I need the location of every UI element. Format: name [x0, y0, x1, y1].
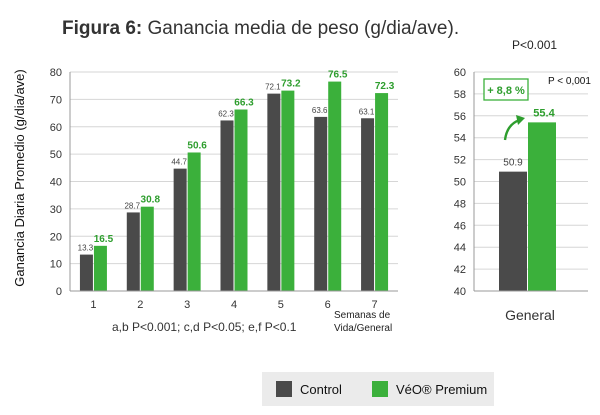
y-tick-label: 50	[454, 177, 466, 189]
bar-premium	[328, 81, 342, 291]
y-tick-label: 10	[50, 259, 62, 271]
y-tick-label: 58	[454, 89, 466, 101]
y-tick-label: 70	[50, 94, 62, 106]
data-label-control: 63.6	[312, 106, 328, 115]
y-tick-label: 42	[454, 264, 466, 276]
x-tick-label: 5	[278, 299, 284, 311]
bar-premium	[187, 152, 201, 291]
x-tick-label: 4	[231, 299, 237, 311]
x-tick-label: 2	[137, 299, 143, 311]
x-axis-label: Semanas de Vida/General	[334, 310, 392, 334]
bar-control	[126, 212, 140, 291]
y-tick-label: 0	[56, 286, 62, 298]
y-tick-label: 20	[50, 231, 62, 243]
y-tick-label: 40	[454, 286, 466, 298]
y-tick-label: 30	[50, 204, 62, 216]
y-axis-label: Ganancia Diaria Promedio (g/dia/ave)	[12, 69, 27, 287]
x-tick-label: 3	[184, 299, 190, 311]
bar-control	[173, 168, 187, 291]
general-axis-label: General	[505, 307, 555, 323]
data-label-control: 28.7	[124, 201, 140, 210]
data-label-premium: 30.8	[141, 195, 161, 206]
data-label-premium: 76.5	[328, 70, 348, 81]
legend: Control VéO® Premium	[262, 372, 494, 406]
data-label-premium: 16.5	[94, 234, 114, 245]
data-label-control: 63.1	[359, 107, 375, 116]
x-tick-label: 7	[372, 299, 378, 311]
data-label-premium: 73.2	[281, 79, 301, 90]
bar-premium	[528, 122, 556, 292]
bar-control	[79, 254, 93, 291]
y-tick-label: 80	[50, 67, 62, 79]
legend-label-control: Control	[300, 382, 342, 397]
x-tick-label: 1	[90, 299, 96, 311]
legend-swatch-premium	[372, 381, 388, 397]
chart-area: 13.316.5 28.730.8 44.750.6 62.366.3 72.1 73.2…	[12, 67, 591, 334]
bar-premium	[93, 245, 107, 291]
bar-premium	[140, 206, 154, 291]
y-tick-label: 56	[454, 111, 466, 123]
data-label-premium: 50.6	[187, 140, 207, 151]
y-tick-label: 54	[454, 133, 466, 145]
annotation-text: + 8,8 %	[487, 85, 525, 97]
x-tick-label: 6	[325, 299, 331, 311]
figure-label: Figura 6:	[62, 18, 143, 39]
bar-control	[267, 93, 281, 291]
y-tick-label: 52	[454, 155, 466, 167]
top-pvalue: P<0.001	[512, 38, 558, 52]
y-tick-label: 46	[454, 220, 466, 232]
legend-swatch-control	[276, 381, 292, 397]
y-tick-label: 44	[454, 242, 466, 254]
bar-control	[314, 116, 328, 292]
annotation-box	[483, 78, 529, 101]
bar-premium	[375, 93, 389, 291]
data-label-control: 72.1	[265, 83, 281, 92]
inner-pvalue: P < 0,001	[548, 76, 591, 87]
data-label-control: 62.3	[218, 109, 234, 118]
annotation-arrowhead	[516, 115, 525, 125]
bar-premium	[281, 90, 295, 292]
data-label-premium: 66.3	[234, 98, 254, 109]
bar-control	[220, 120, 234, 291]
data-label-control: 44.7	[171, 158, 187, 167]
figure-title: Figura 6: Ganancia media de peso (g/dia/…	[62, 18, 459, 40]
y-tick-label: 40	[50, 177, 62, 189]
y-tick-label: 60	[50, 122, 62, 134]
bar-control	[499, 171, 527, 291]
y-tick-label: 60	[454, 67, 466, 79]
y-tick-label: 48	[454, 198, 466, 210]
footnote: a,b P<0.001; c,d P<0.05; e,f P<0.1	[112, 320, 297, 334]
y-tick-label: 50	[50, 149, 62, 161]
bar-premium	[234, 109, 248, 291]
data-label-control: 13.3	[78, 244, 94, 253]
figure-title-text: Ganancia media de peso (g/dia/ave).	[147, 18, 460, 39]
bar-control	[361, 118, 375, 291]
data-label-premium: 72.3	[375, 81, 395, 92]
legend-label-premium: VéO® Premium	[396, 382, 488, 397]
data-label-control: 50.9	[503, 158, 523, 169]
data-label-premium: 55.4	[533, 107, 555, 119]
